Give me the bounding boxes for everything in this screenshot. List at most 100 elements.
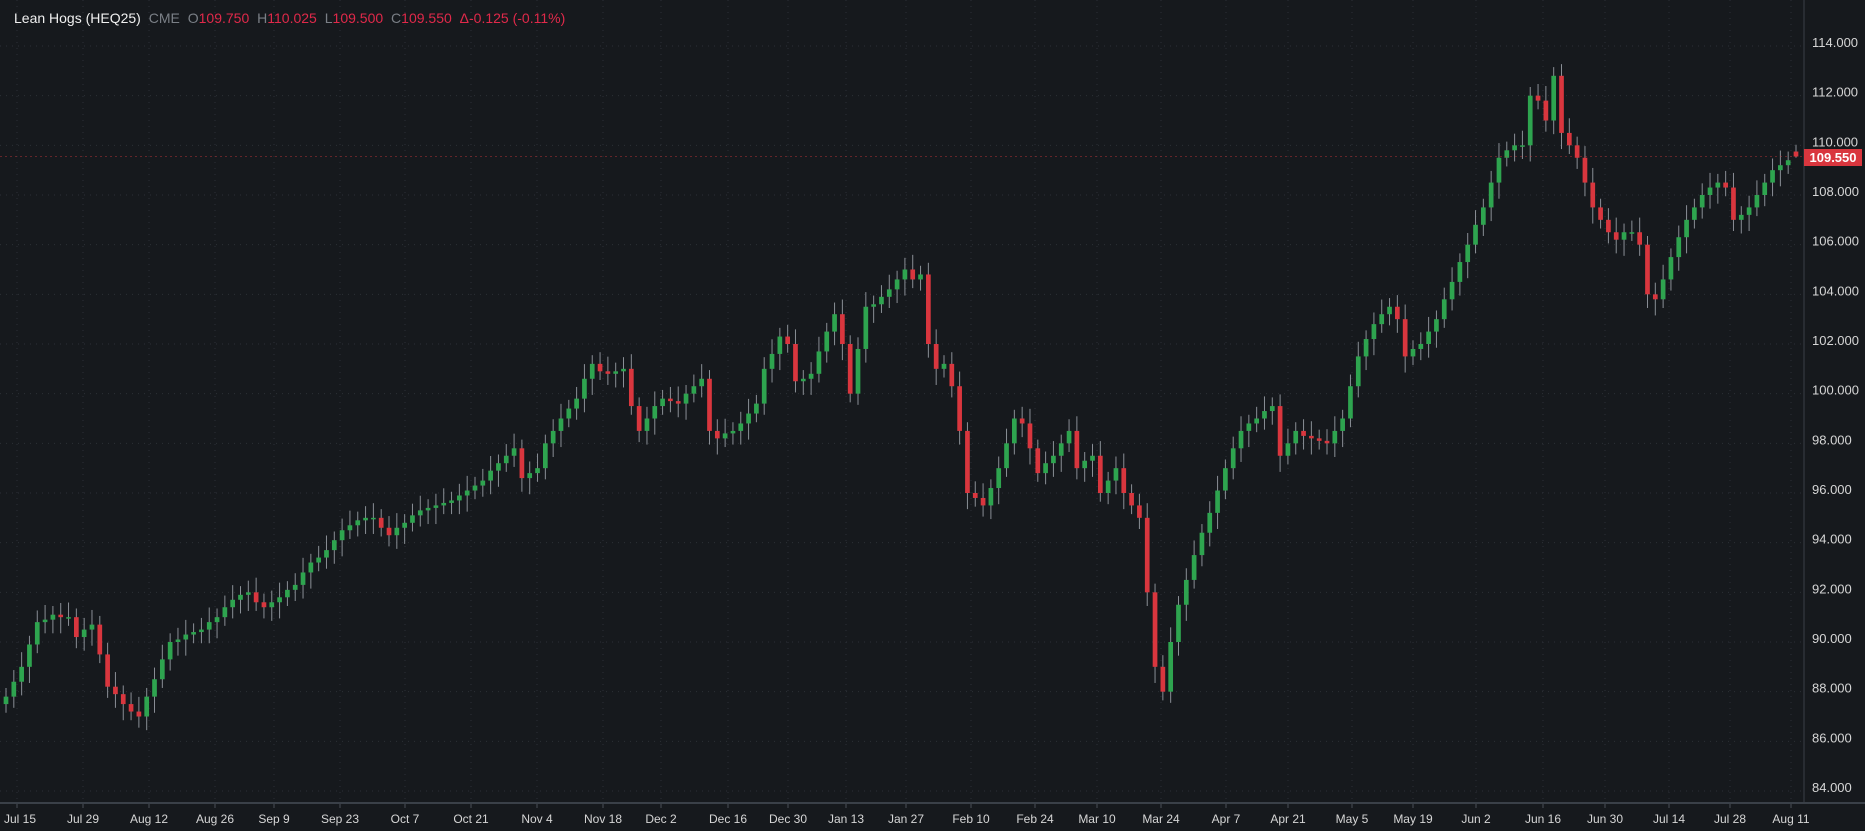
candle-body (1254, 418, 1259, 424)
candle-body (1520, 145, 1525, 147)
candle-body (1183, 579, 1189, 605)
candle-body (308, 562, 314, 573)
candle-body (1090, 455, 1095, 461)
candle-body (800, 378, 806, 382)
y-tick-label: 114.000 (1812, 35, 1858, 50)
candle-body (199, 629, 204, 633)
x-tick-label: Jan 13 (828, 812, 864, 826)
candle-body (1574, 145, 1580, 158)
candle-body (1637, 232, 1643, 245)
candle-body (128, 704, 134, 712)
candle-body (222, 607, 228, 618)
candle-body (824, 331, 830, 352)
candle-body (1566, 132, 1572, 146)
candle-body (42, 619, 48, 623)
candle-body (1480, 207, 1486, 225)
candle-body (3, 696, 9, 705)
candle-body (847, 344, 853, 394)
candle-body (159, 659, 165, 680)
candle-body (730, 430, 736, 434)
candle-body (1527, 95, 1533, 146)
candle-body (1621, 232, 1627, 240)
candle-body (777, 336, 783, 354)
candle-body (1441, 299, 1447, 320)
candle-body (378, 517, 384, 528)
candle-body (1590, 182, 1596, 208)
candle-body (832, 314, 837, 332)
candle-body (425, 507, 431, 511)
x-tick-label: Aug 26 (196, 812, 234, 826)
candle-body (269, 602, 275, 608)
candle-body (1692, 207, 1697, 220)
candle-body (1395, 306, 1400, 320)
candle-body (1559, 75, 1564, 133)
candle-body (840, 314, 845, 344)
candle-body (331, 540, 337, 551)
y-tick-label: 98.000 (1812, 432, 1852, 447)
candle-body (1754, 195, 1760, 208)
candle-body (980, 497, 986, 506)
candle-body (285, 589, 290, 598)
candle-body (50, 614, 56, 620)
candle-body (1731, 187, 1736, 220)
x-tick-label: Dec 2 (645, 812, 677, 826)
candle-body (97, 624, 103, 655)
x-tick-label: Dec 16 (709, 812, 747, 826)
candle-body (1457, 262, 1463, 282)
low-label: L (324, 10, 333, 26)
candle-body (1215, 490, 1220, 513)
candle-body (1707, 187, 1713, 195)
candle-body (816, 351, 822, 374)
candle-body (1309, 435, 1314, 439)
candle-body (808, 373, 814, 379)
candle-body (793, 344, 798, 382)
close-value: 109.550 (401, 10, 452, 26)
x-tick-label: Jul 29 (67, 812, 99, 826)
y-tick-label: 100.000 (1812, 383, 1859, 398)
x-tick-label: Sep 9 (258, 812, 290, 826)
candle-body (1316, 438, 1322, 441)
candle-body (1246, 423, 1252, 431)
candle-body (519, 448, 525, 479)
candle-body (988, 488, 994, 506)
candle-body (503, 455, 509, 464)
y-tick-label: 106.000 (1812, 234, 1859, 249)
candle-body (1011, 418, 1017, 444)
candle-body (292, 584, 298, 590)
candle-body (785, 336, 791, 344)
candle-body (566, 408, 572, 419)
candle-body (1426, 331, 1431, 344)
candle-body (230, 599, 236, 608)
y-tick-label: 88.000 (1812, 681, 1852, 696)
x-tick-label: Jun 30 (1587, 812, 1623, 826)
x-tick-label: May 19 (1393, 812, 1433, 826)
high-value: 110.025 (267, 10, 317, 26)
candle-body (1785, 160, 1791, 166)
x-tick-label: Feb 24 (1016, 812, 1054, 826)
candle-body (1144, 517, 1150, 593)
candle-body (1606, 219, 1611, 233)
x-tick-label: Jul 14 (1653, 812, 1685, 826)
candle-body (738, 423, 744, 431)
candle-body (1746, 207, 1752, 215)
candle-body (339, 530, 345, 541)
candle-body (589, 363, 595, 379)
candle-body (1488, 182, 1494, 208)
candle-body (957, 386, 962, 431)
y-tick-label: 92.000 (1812, 581, 1852, 596)
candle-body (996, 468, 1002, 489)
candle-body (402, 522, 407, 528)
x-tick-label: Apr 7 (1212, 812, 1241, 826)
candle-body (1434, 319, 1439, 332)
candle-body (1770, 170, 1775, 183)
open-value: 109.750 (198, 10, 250, 26)
candle-body (347, 525, 353, 531)
candle-body (1176, 604, 1181, 642)
candle-body (1512, 145, 1517, 151)
exchange-label: CME (148, 10, 180, 26)
candle-body (691, 386, 697, 394)
low-value: 109.500 (332, 10, 384, 26)
x-tick-label: Jun 2 (1461, 812, 1491, 826)
candle-body (1051, 455, 1056, 464)
